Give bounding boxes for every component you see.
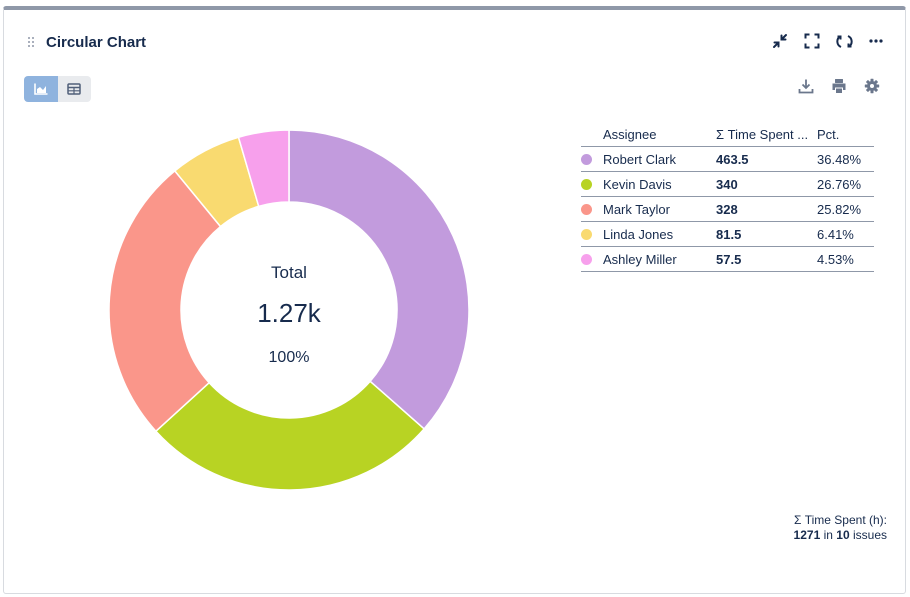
center-total: 1.27k (257, 298, 322, 328)
chart-toolbar (797, 77, 881, 95)
summary-in: in (823, 528, 833, 542)
center-percent: 100% (269, 349, 310, 366)
assignee-column-header[interactable]: Assignee (603, 127, 657, 142)
refresh-icon[interactable] (835, 32, 853, 50)
donut-slice-robert-clark[interactable] (288, 129, 470, 430)
legend-row[interactable]: Mark Taylor 328 25.82% (581, 197, 874, 222)
legend-row[interactable]: Ashley Miller 57.5 4.53% (581, 247, 874, 272)
chart-card: Circular Chart (3, 6, 906, 594)
summary-line: 1271 in 10 issues (794, 528, 887, 543)
settings-icon[interactable] (863, 77, 881, 95)
donut-slice-kevin-davis[interactable] (154, 380, 426, 491)
summary-total: 1271 (793, 528, 821, 542)
legend-swatch (581, 228, 592, 240)
legend-swatch (581, 203, 592, 215)
legend-value: 57.5 (716, 251, 742, 267)
summary-label: Σ Time Spent (h): (794, 513, 887, 527)
fullscreen-icon[interactable] (803, 32, 821, 50)
collapse-icon[interactable] (771, 32, 789, 50)
chart-view-button[interactable] (24, 76, 58, 102)
drag-handle-icon[interactable] (28, 37, 36, 49)
center-label: Total (271, 263, 307, 282)
donut-chart: Total 1.27k 100% (108, 129, 470, 491)
legend-name: Mark Taylor (603, 201, 670, 217)
donut-slice-mark-taylor[interactable] (108, 169, 222, 433)
legend-header-row: Assignee Σ Time Spent ... Pct. (581, 123, 874, 147)
table-view-button[interactable] (57, 76, 91, 102)
legend-row[interactable]: Robert Clark 463.5 36.48% (581, 147, 874, 172)
legend-swatch (581, 253, 592, 265)
card-actions (771, 32, 885, 50)
legend-pct: 25.82% (817, 201, 862, 217)
print-icon[interactable] (830, 77, 848, 95)
legend-table: Assignee Σ Time Spent ... Pct. Robert Cl… (581, 123, 874, 272)
time-spent-column-header[interactable]: Σ Time Spent ... (716, 127, 809, 142)
legend-pct: 26.76% (817, 176, 862, 192)
legend-name: Ashley Miller (603, 251, 677, 267)
view-toggle (24, 76, 91, 102)
table-view-icon (67, 83, 81, 95)
legend-name: Robert Clark (603, 151, 676, 167)
legend-value: 81.5 (716, 226, 742, 242)
download-icon[interactable] (797, 77, 815, 95)
legend-swatch (581, 178, 592, 190)
legend-value: 463.5 (716, 151, 749, 167)
donut-chart-area: Total 1.27k 100% (104, 125, 474, 495)
legend-pct: 4.53% (817, 251, 854, 267)
more-icon[interactable] (867, 32, 885, 50)
summary-issues: issues (852, 528, 887, 542)
legend-name: Kevin Davis (603, 176, 672, 192)
legend-value: 328 (716, 201, 738, 217)
summary-footer: Σ Time Spent (h): 1271 in 10 issues (794, 513, 887, 543)
chart-view-icon (33, 83, 48, 95)
summary-count: 10 (836, 528, 850, 542)
legend-pct: 36.48% (817, 151, 862, 167)
donut-slice-ashley-miller[interactable] (237, 129, 290, 208)
legend-row[interactable]: Linda Jones 81.5 6.41% (581, 222, 874, 247)
legend-row[interactable]: Kevin Davis 340 26.76% (581, 172, 874, 197)
legend-value: 340 (716, 176, 738, 192)
pct-column-header[interactable]: Pct. (817, 127, 840, 142)
card-title: Circular Chart (46, 34, 147, 51)
legend-swatch (581, 153, 592, 165)
legend-pct: 6.41% (817, 226, 854, 242)
legend-name: Linda Jones (603, 226, 674, 242)
